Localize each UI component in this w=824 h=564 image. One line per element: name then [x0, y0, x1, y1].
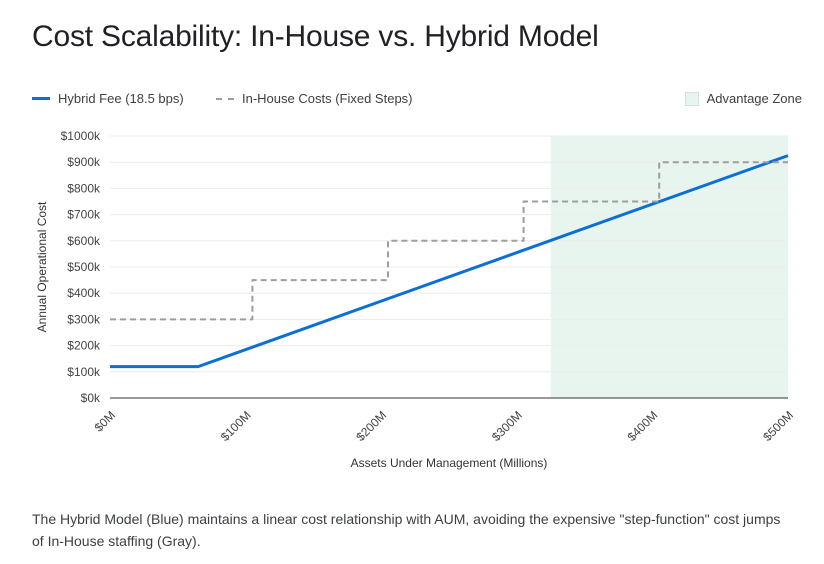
y-tick-label: $800k: [67, 181, 101, 195]
legend-label-advantage-zone: Advantage Zone: [706, 91, 802, 106]
legend-item-advantage-zone[interactable]: Advantage Zone: [684, 91, 802, 106]
y-tick-label: $200k: [67, 339, 101, 353]
x-tick-label: $500M: [760, 408, 796, 444]
x-tick-label: $100M: [218, 408, 254, 444]
y-tick-label: $1000k: [61, 129, 101, 143]
y-tick-label: $100k: [67, 365, 101, 379]
x-axis-title: Assets Under Management (Millions): [351, 456, 548, 470]
y-tick-label: $900k: [67, 155, 101, 169]
y-axis-title: Annual Operational Cost: [35, 201, 49, 332]
legend-item-in-house-costs[interactable]: In-House Costs (Fixed Steps): [216, 91, 413, 106]
chart-title: Cost Scalability: In-House vs. Hybrid Mo…: [32, 20, 599, 53]
hybrid-fee-line: [110, 154, 789, 369]
x-tick-label: $200M: [353, 408, 389, 444]
y-tick-label: $300k: [67, 312, 101, 326]
x-tick-label: $400M: [625, 408, 661, 444]
legend-zone-swatch: [684, 91, 699, 106]
chart-caption: The Hybrid Model (Blue) maintains a line…: [32, 511, 781, 549]
legend: Hybrid Fee (18.5 bps) In-House Costs (Fi…: [32, 91, 802, 111]
legend-label-in-house-costs: In-House Costs (Fixed Steps): [242, 91, 413, 106]
legend-label-hybrid-fee: Hybrid Fee (18.5 bps): [58, 91, 184, 106]
y-tick-label: $700k: [67, 208, 101, 222]
y-tick-label: $0k: [81, 391, 101, 405]
y-tick-label: $600k: [67, 234, 101, 248]
x-tick-label: $0M: [92, 408, 118, 434]
y-tick-label: $500k: [67, 260, 101, 274]
chart-plot: $0k $100k $200k $300k $400k $500k $600k $700k $8…: [35, 129, 796, 470]
y-tick-label: $400k: [67, 286, 101, 300]
legend-dashed-line-swatch: [216, 97, 234, 100]
x-tick-label: $300M: [489, 408, 525, 444]
in-house-costs-line: [110, 161, 788, 321]
legend-item-hybrid-fee[interactable]: Hybrid Fee (18.5 bps): [32, 91, 184, 106]
legend-solid-line-swatch: [32, 97, 50, 100]
